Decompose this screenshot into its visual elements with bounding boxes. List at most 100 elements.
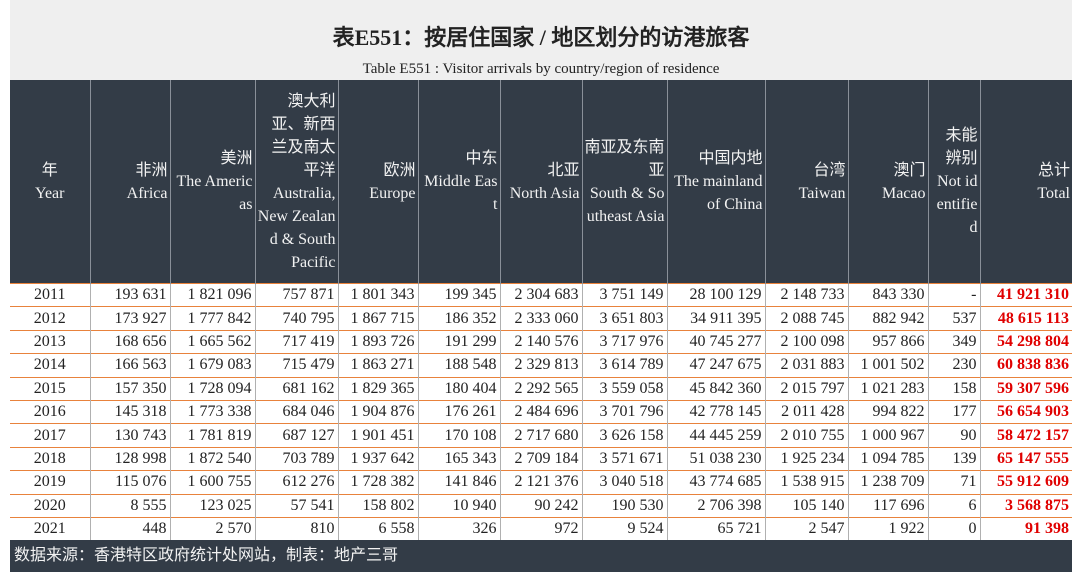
header-zh: 年	[41, 161, 58, 179]
cell: 2 100 098	[764, 329, 848, 354]
cell: 1 863 271	[337, 353, 418, 378]
cell: 2 706 398	[666, 493, 765, 518]
cell: 1 728 382	[337, 470, 418, 495]
cell: 1 238 709	[847, 470, 928, 495]
cell: 1 781 819	[169, 423, 255, 448]
cell: 115 076	[89, 470, 170, 495]
cell: 34 911 395	[666, 306, 765, 331]
total-cell: 91 398	[979, 516, 1072, 541]
cell: 199 345	[417, 282, 500, 307]
cell: -	[927, 282, 980, 307]
cell: 139	[927, 446, 980, 471]
cell: 9 524	[581, 516, 667, 541]
cell: 170 108	[417, 423, 500, 448]
cell: 2018	[10, 446, 90, 471]
table-row: 2019 115 076 1 600 755 612 276 1 728 382 141 …	[10, 470, 1072, 495]
cell: 2 140 576	[499, 329, 582, 354]
cell: 145 318	[89, 399, 170, 424]
header-zh: 美洲	[220, 150, 253, 167]
table: 年 Year 非洲 Africa 美洲 The Americas 澳大利亚、新西兰及南太平洋…	[10, 80, 1072, 541]
header-zh: 未能辨别	[945, 127, 978, 167]
cell: 717 419	[254, 329, 338, 354]
cell: 2 088 745	[764, 306, 848, 331]
total-cell: 54 298 804	[979, 329, 1072, 354]
header-zh: 非洲	[135, 161, 168, 179]
cell: 180 404	[417, 376, 500, 401]
cell: 123 025	[169, 493, 255, 518]
cell: 1 728 094	[169, 376, 255, 401]
header-en: Not identified	[936, 173, 978, 236]
header-zh: 澳大利亚、新西兰及南太平洋	[271, 92, 336, 179]
header-en: Africa	[126, 184, 168, 202]
header-en: Middle East	[424, 173, 498, 213]
column-header: 非洲 Africa	[89, 80, 170, 284]
header-en: Total	[1037, 184, 1070, 202]
cell: 186 352	[417, 306, 500, 331]
header-zh: 南亚及东南亚	[584, 138, 665, 179]
cell: 3 040 518	[581, 470, 667, 495]
header-en: Year	[35, 184, 65, 202]
cell: 612 276	[254, 470, 338, 495]
cell: 176 261	[417, 399, 500, 424]
total-cell: 41 921 310	[979, 282, 1072, 307]
header-zh: 中东	[465, 150, 498, 167]
table-row: 2011 193 631 1 821 096 757 871 1 801 343 199 …	[10, 282, 1072, 307]
cell: 1 829 365	[337, 376, 418, 401]
cell: 2 709 184	[499, 446, 582, 471]
cell: 177	[927, 399, 980, 424]
header-en: Macao	[881, 184, 926, 202]
cell: 2020	[10, 493, 90, 518]
cell: 1 001 502	[847, 353, 928, 378]
cell: 2 304 683	[499, 282, 582, 307]
cell: 1 801 343	[337, 282, 418, 307]
total-cell: 3 568 875	[979, 493, 1072, 518]
cell: 2 121 376	[499, 470, 582, 495]
cell: 1 893 726	[337, 329, 418, 354]
table-row: 2012 173 927 1 777 842 740 795 1 867 715 186 …	[10, 306, 1072, 331]
cell: 193 631	[89, 282, 170, 307]
cell: 2014	[10, 353, 90, 378]
column-header: 总计 Total	[979, 80, 1072, 284]
cell: 1 904 876	[337, 399, 418, 424]
cell: 188 548	[417, 353, 500, 378]
cell: 994 822	[847, 399, 928, 424]
cell: 2 010 755	[764, 423, 848, 448]
header-en: Australia, New Zealand & South Pacific	[257, 184, 336, 271]
cell: 40 745 277	[666, 329, 765, 354]
cell: 158	[927, 376, 980, 401]
cell: 957 866	[847, 329, 928, 354]
cell: 0	[927, 516, 980, 541]
cell: 1 922	[847, 516, 928, 541]
cell: 2 031 883	[764, 353, 848, 378]
column-header: 中国内地 The mainland of China	[666, 80, 765, 284]
cell: 128 998	[89, 446, 170, 471]
table-row: 2017 130 743 1 781 819 687 127 1 901 451 170 …	[10, 423, 1072, 448]
cell: 2016	[10, 399, 90, 424]
cell: 191 299	[417, 329, 500, 354]
cell: 448	[89, 516, 170, 541]
column-header: 中东 Middle East	[417, 80, 500, 284]
header-row: 年 Year 非洲 Africa 美洲 The Americas 澳大利亚、新西兰及南太平洋…	[10, 80, 1072, 284]
cell: 740 795	[254, 306, 338, 331]
table-body: 2011 193 631 1 821 096 757 871 1 801 343 199 …	[10, 282, 1072, 541]
total-cell: 59 307 596	[979, 376, 1072, 401]
cell: 10 940	[417, 493, 500, 518]
cell: 57 541	[254, 493, 338, 518]
cell: 2 484 696	[499, 399, 582, 424]
cell: 90 242	[499, 493, 582, 518]
table-row: 2014 166 563 1 679 083 715 479 1 863 271 188 …	[10, 353, 1072, 378]
total-cell: 48 615 113	[979, 306, 1072, 331]
cell: 190 530	[581, 493, 667, 518]
cell: 42 778 145	[666, 399, 765, 424]
cell: 8 555	[89, 493, 170, 518]
document: 表E551：按居住国家 / 地区划分的访港旅客 Table E551 : Vis…	[10, 0, 1072, 573]
column-header: 未能辨别 Not identified	[927, 80, 980, 284]
header-en: The Americas	[176, 173, 253, 213]
column-header: 年 Year	[10, 80, 90, 284]
cell: 45 842 360	[666, 376, 765, 401]
cell: 1 600 755	[169, 470, 255, 495]
cell: 1 679 083	[169, 353, 255, 378]
cell: 166 563	[89, 353, 170, 378]
cell: 117 696	[847, 493, 928, 518]
cell: 173 927	[89, 306, 170, 331]
